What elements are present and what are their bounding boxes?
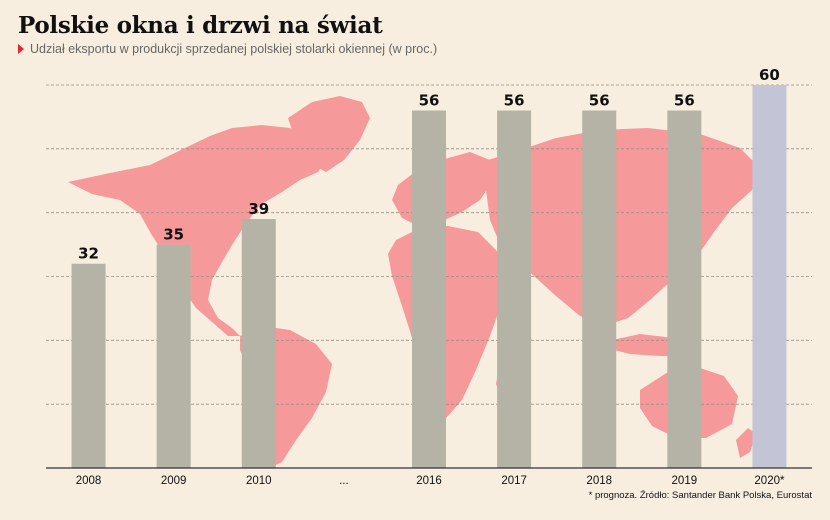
map-africa: [388, 226, 508, 418]
bar-2016: [412, 110, 446, 469]
data-label: 56: [589, 92, 610, 110]
x-tick-label: 2009: [161, 475, 187, 487]
data-label: 39: [248, 200, 269, 218]
bar-2010: [241, 219, 276, 468]
x-tick-label: ...: [339, 475, 349, 487]
map-greenland: [288, 96, 370, 172]
x-tick-label: 2010: [246, 475, 272, 487]
triangle-marker-icon: [18, 44, 24, 54]
bar-2019: [667, 110, 702, 469]
data-label: 60: [759, 66, 780, 84]
x-tick-label: 2019: [672, 475, 698, 487]
data-label: 32: [78, 245, 99, 263]
chart-subtitle: Udział eksportu w produkcji sprzedanej p…: [18, 42, 437, 56]
x-tick-label: 2020*: [754, 475, 785, 487]
data-label: 56: [674, 92, 695, 110]
data-label: 56: [419, 92, 440, 110]
x-tick-label: 2016: [416, 475, 442, 487]
x-tick-label: 2008: [76, 475, 102, 487]
bar-2009: [156, 244, 191, 468]
data-label: 56: [504, 92, 525, 110]
bar-2018: [582, 110, 617, 469]
x-tick-label: 2018: [586, 475, 612, 487]
bar-2020: [752, 85, 787, 468]
bar-2008: [71, 263, 106, 468]
x-tick-label: 2017: [501, 475, 527, 487]
map-new-zealand: [736, 428, 756, 458]
chart-bars: [71, 85, 787, 469]
chart-footnote: * prognoza. Źródło: Santander Bank Polsk…: [588, 490, 812, 501]
data-label: 35: [163, 226, 184, 244]
chart-x-tick-labels: 2008 2009 2010... 2016 2017 2018 2019 2020*: [76, 475, 785, 487]
map-north-america: [68, 125, 328, 336]
bar-2017: [497, 110, 532, 469]
chart-data-labels: 32 35 39 56 56 56 56 60: [78, 66, 780, 263]
chart-title: Polskie okna i drzwi na świat: [18, 12, 383, 39]
chart-subtitle-text: Udział eksportu w produkcji sprzedanej p…: [30, 42, 438, 56]
